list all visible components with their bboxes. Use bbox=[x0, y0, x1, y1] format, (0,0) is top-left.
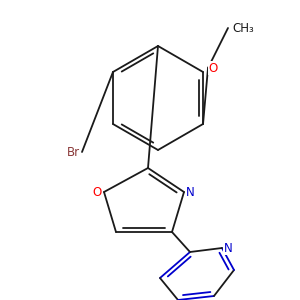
Text: CH₃: CH₃ bbox=[232, 22, 254, 34]
Text: O: O bbox=[208, 61, 217, 74]
Text: N: N bbox=[186, 185, 195, 199]
Text: Br: Br bbox=[67, 146, 80, 158]
Text: N: N bbox=[224, 242, 233, 254]
Text: O: O bbox=[93, 185, 102, 199]
